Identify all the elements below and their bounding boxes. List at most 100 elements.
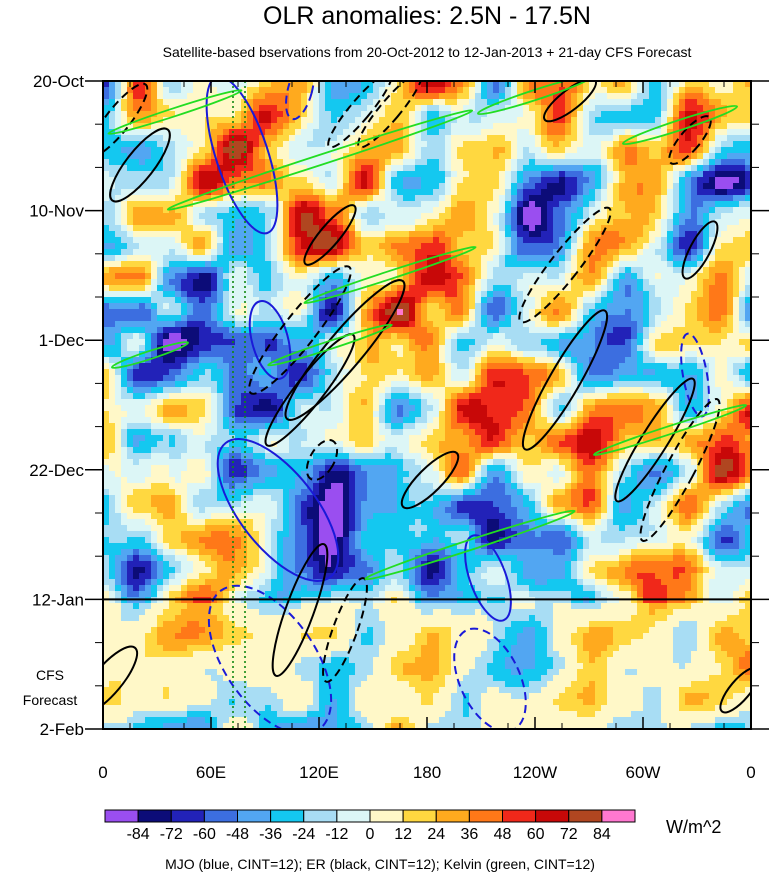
olr-cell [409, 165, 415, 171]
olr-cell [343, 159, 349, 165]
olr-cell [445, 315, 451, 321]
olr-cell [133, 111, 139, 117]
olr-cell [697, 117, 703, 123]
olr-cell [157, 87, 163, 93]
olr-cell [343, 267, 349, 273]
olr-cell [649, 255, 655, 261]
olr-cell [103, 159, 109, 165]
olr-cell [391, 339, 397, 345]
olr-cell [391, 327, 397, 333]
olr-cell [547, 291, 553, 297]
olr-cell [649, 183, 655, 189]
olr-cell [133, 321, 139, 327]
olr-cell [133, 123, 139, 129]
olr-cell [529, 309, 535, 315]
olr-cell [559, 201, 565, 207]
olr-cell [241, 249, 247, 255]
olr-cell [445, 261, 451, 267]
olr-cell [181, 135, 187, 141]
olr-cell [715, 207, 721, 213]
olr-cell [319, 177, 325, 183]
olr-cell [451, 183, 457, 189]
olr-cell [667, 171, 673, 177]
olr-cell [361, 237, 367, 243]
olr-cell [169, 303, 175, 309]
olr-cell [259, 249, 265, 255]
olr-cell [145, 279, 151, 285]
olr-cell [505, 231, 511, 237]
olr-cell [409, 153, 415, 159]
olr-cell [631, 117, 637, 123]
olr-cell [295, 141, 301, 147]
olr-cell [265, 231, 271, 237]
olr-cell [727, 243, 733, 249]
olr-cell [145, 207, 151, 213]
olr-cell [493, 189, 499, 195]
olr-cell [319, 159, 325, 165]
olr-cell [109, 111, 115, 117]
olr-cell [337, 147, 343, 153]
olr-cell [277, 273, 283, 279]
olr-cell [565, 117, 571, 123]
olr-cell [181, 159, 187, 165]
olr-cell [493, 111, 499, 117]
olr-cell [217, 183, 223, 189]
olr-cell [211, 165, 217, 171]
olr-cell [625, 153, 631, 159]
olr-cell [571, 153, 577, 159]
olr-cell [217, 219, 223, 225]
olr-cell [493, 135, 499, 141]
olr-cell [385, 117, 391, 123]
olr-cell [235, 135, 241, 141]
olr-cell [571, 351, 577, 357]
olr-cell [727, 135, 733, 141]
olr-cell [625, 339, 631, 345]
olr-cell [595, 207, 601, 213]
olr-cell [247, 351, 253, 357]
olr-cell [535, 117, 541, 123]
olr-cell [121, 153, 127, 159]
olr-cell [277, 285, 283, 291]
olr-cell [343, 93, 349, 99]
olr-cell [415, 177, 421, 183]
olr-cell [571, 117, 577, 123]
olr-cell [589, 231, 595, 237]
olr-cell [613, 351, 619, 357]
olr-cell [613, 321, 619, 327]
olr-cell [667, 177, 673, 183]
olr-cell [469, 153, 475, 159]
olr-cell [517, 237, 523, 243]
olr-cell [181, 357, 187, 363]
olr-cell [217, 243, 223, 249]
olr-cell [619, 105, 625, 111]
olr-cell [151, 105, 157, 111]
olr-cell [661, 243, 667, 249]
olr-cell [265, 213, 271, 219]
olr-cell [625, 195, 631, 201]
olr-cell [565, 279, 571, 285]
olr-cell [523, 291, 529, 297]
olr-cell [391, 183, 397, 189]
olr-cell [265, 279, 271, 285]
olr-cell [205, 153, 211, 159]
olr-cell [307, 141, 313, 147]
olr-cell [193, 171, 199, 177]
olr-cell [583, 87, 589, 93]
olr-cell [745, 267, 751, 273]
olr-cell [307, 135, 313, 141]
olr-cell [247, 87, 253, 93]
olr-cell [643, 309, 649, 315]
olr-cell [265, 291, 271, 297]
olr-cell [175, 327, 181, 333]
olr-cell [295, 261, 301, 267]
olr-cell [505, 219, 511, 225]
olr-cell [235, 255, 241, 261]
olr-cell [403, 183, 409, 189]
olr-cell [379, 225, 385, 231]
olr-cell [409, 243, 415, 249]
olr-cell [397, 183, 403, 189]
olr-cell [403, 321, 409, 327]
olr-cell [709, 201, 715, 207]
olr-cell [133, 153, 139, 159]
olr-cell [145, 177, 151, 183]
